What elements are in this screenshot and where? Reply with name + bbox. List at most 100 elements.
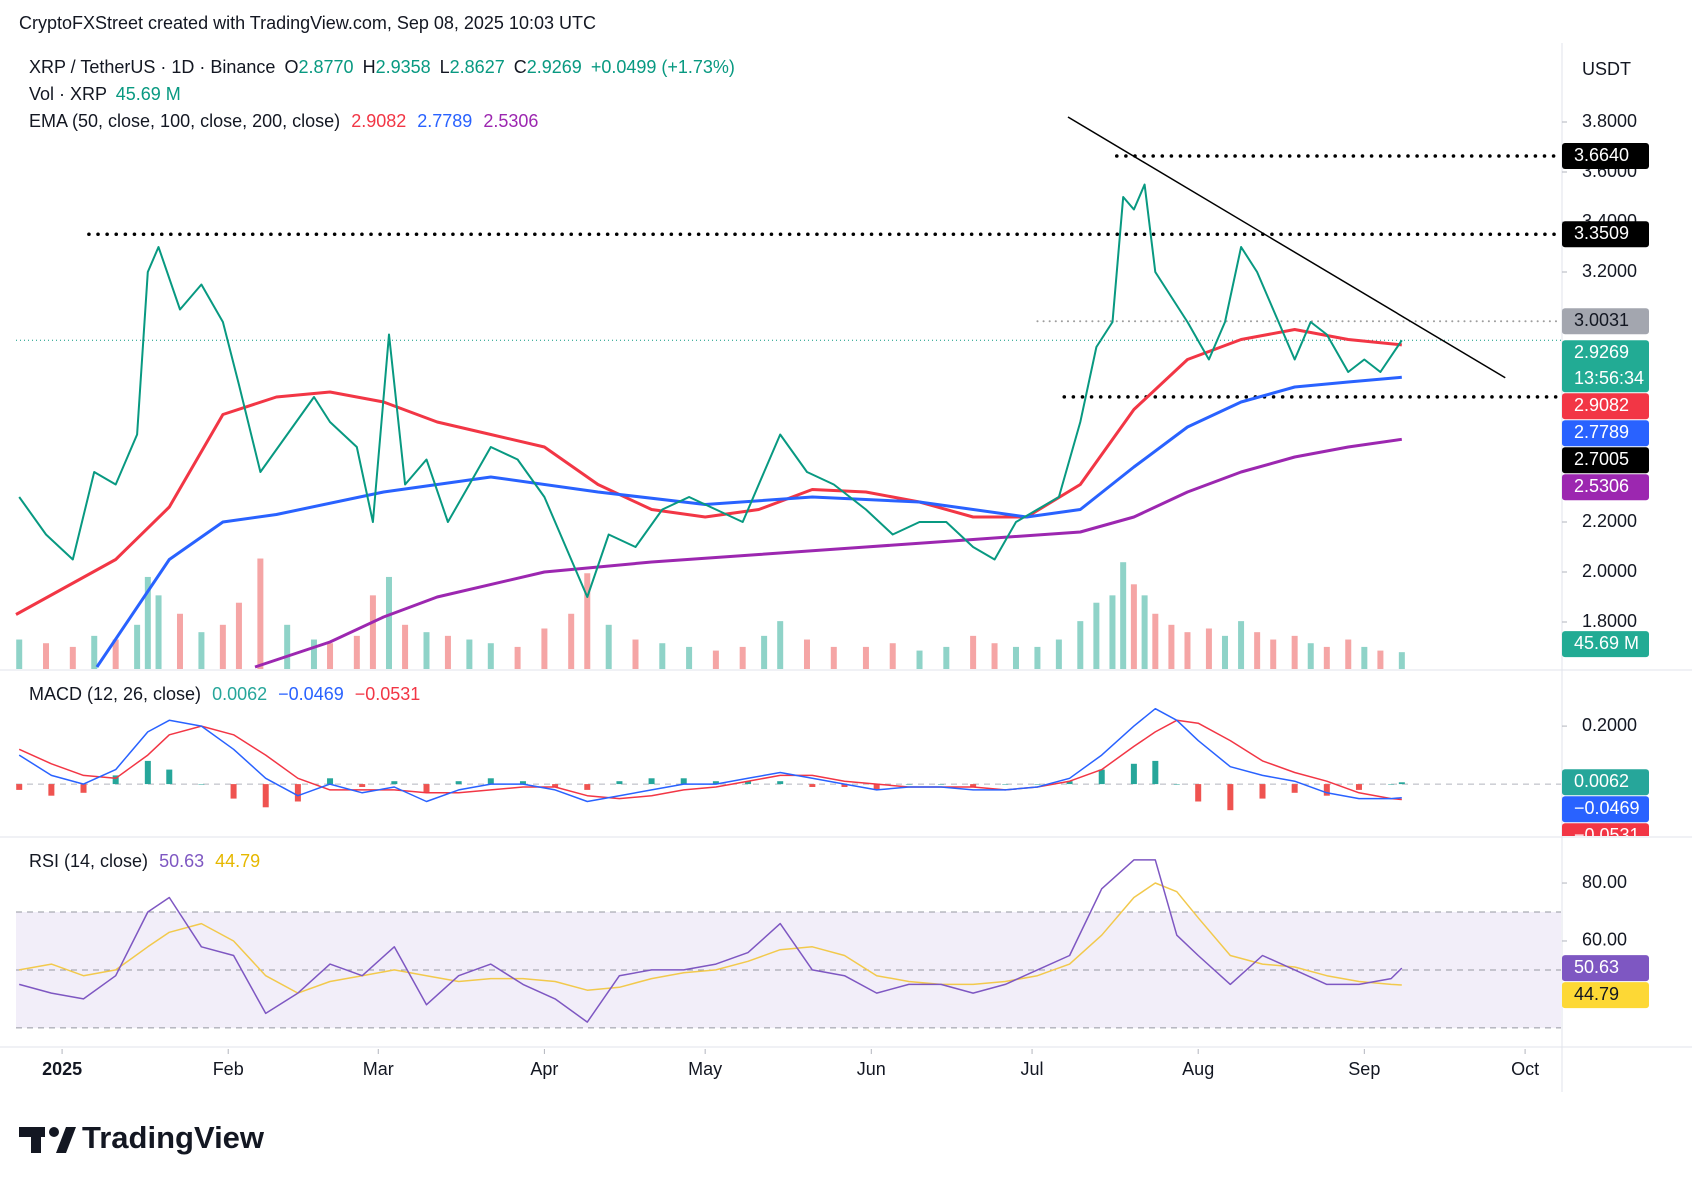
- volume-bar: [134, 624, 141, 669]
- volume-bar: [803, 639, 810, 669]
- x-tick-label: Mar: [363, 1059, 394, 1079]
- volume-bar: [739, 646, 746, 669]
- ema-value: 2.5306: [483, 111, 538, 131]
- volume-bar: [943, 646, 950, 669]
- volume-bar: [1221, 635, 1228, 669]
- macd-label: MACD (12, 26, close): [29, 684, 201, 704]
- logo-text: TradingView: [82, 1120, 265, 1155]
- x-tick-label: Sep: [1348, 1059, 1380, 1079]
- volume-bar: [91, 635, 98, 669]
- ema-legend: EMA (50, close, 100, close, 200, close) …: [29, 111, 538, 131]
- macd-value: −0.0531: [355, 684, 421, 704]
- volume-bar: [659, 643, 666, 669]
- volume-bar: [1109, 595, 1116, 669]
- volume-bar: [889, 643, 896, 669]
- volume-bar: [1034, 646, 1041, 669]
- price-line: [18, 183, 1403, 598]
- volume-bar: [1307, 643, 1314, 669]
- price-label: 0.0062: [1574, 771, 1629, 791]
- rsi-legend: RSI (14, close) 50.63 44.79: [29, 851, 260, 871]
- y-tick-label: 3.8000: [1582, 111, 1637, 131]
- x-tick-label: May: [688, 1059, 722, 1079]
- histogram-bar: [1195, 784, 1202, 802]
- histogram-bar: [873, 784, 880, 790]
- histogram-bar: [1323, 784, 1330, 796]
- volume-bar: [1270, 639, 1277, 669]
- price-label: 2.5306: [1574, 476, 1629, 496]
- volume-bar: [327, 643, 334, 669]
- histogram-bar: [166, 769, 173, 785]
- price-label-box: [1562, 796, 1649, 823]
- y-tick-label: 0.2000: [1582, 715, 1637, 735]
- histogram-bar: [48, 784, 55, 796]
- x-tick-label: Jul: [1021, 1059, 1044, 1079]
- price-label-box: [1562, 823, 1649, 836]
- volume-bar: [1055, 639, 1062, 669]
- price-label-box: [1562, 340, 1649, 393]
- price-label-box: [1562, 420, 1649, 447]
- histogram-bar: [519, 781, 526, 785]
- rsi-ma-line: [19, 882, 1402, 994]
- volume-label: Vol · XRP: [29, 84, 107, 104]
- volume-bar: [353, 635, 360, 669]
- volume-bar: [235, 602, 242, 669]
- histogram-bar: [294, 784, 301, 802]
- histogram-bar: [112, 775, 119, 785]
- logo-icon: [56, 1127, 76, 1153]
- histogram-bar: [262, 784, 269, 808]
- price-label-box: [1562, 393, 1649, 420]
- price-label: 2.9082: [1574, 395, 1629, 415]
- volume-bar: [991, 643, 998, 669]
- volume-bar: [423, 632, 430, 669]
- macd-value: 0.0062: [212, 684, 267, 704]
- volume-bar: [257, 558, 264, 669]
- ema-value: 2.7789: [417, 111, 472, 131]
- macd-value: −0.0469: [278, 684, 344, 704]
- price-label: 45.69 M: [1574, 633, 1639, 653]
- x-tick-label: Oct: [1511, 1059, 1539, 1079]
- histogram-bar: [616, 781, 623, 785]
- volume-bar: [686, 646, 693, 669]
- attribution: CryptoFXStreet created with TradingView.…: [19, 13, 596, 33]
- volume-bar: [514, 646, 521, 669]
- histogram-bar: [648, 778, 655, 785]
- ema-value: 2.9082: [351, 111, 406, 131]
- volume-bar: [1120, 562, 1127, 669]
- change: +0.0499 (+1.73%): [591, 57, 735, 77]
- x-tick-label: Aug: [1182, 1059, 1214, 1079]
- volume-bar: [369, 595, 376, 669]
- volume-bar: [1152, 613, 1159, 669]
- volume-bar: [385, 576, 392, 669]
- histogram-bar: [1152, 760, 1159, 785]
- price-label-box: [1562, 631, 1649, 658]
- volume-bar: [1205, 628, 1212, 669]
- ohlc-value: 2.9358: [376, 57, 431, 77]
- volume-bar: [970, 635, 977, 669]
- histogram-bar: [1388, 784, 1395, 785]
- rsi-label: RSI (14, close): [29, 851, 148, 871]
- x-tick-label: Jun: [857, 1059, 886, 1079]
- x-tick-label: 2025: [42, 1059, 82, 1079]
- volume-bar: [1345, 639, 1352, 669]
- price-label: −0.0469: [1574, 798, 1640, 818]
- price-label: 3.0031: [1574, 310, 1629, 330]
- price-label-box: [1562, 221, 1649, 248]
- volume-value: 45.69 M: [116, 84, 181, 104]
- ohlc-value: 2.9269: [527, 57, 582, 77]
- histogram-bar: [777, 781, 784, 785]
- ema-line: [15, 328, 1402, 616]
- volume-bar: [1184, 632, 1191, 669]
- price-label-box: [1562, 955, 1649, 982]
- histogram-bar: [1130, 763, 1137, 785]
- volume-bar: [198, 632, 205, 669]
- y-tick-label: 2.2000: [1582, 511, 1637, 531]
- volume-bar: [777, 621, 784, 669]
- price-label-box: [1562, 143, 1649, 169]
- histogram-bar: [552, 784, 559, 787]
- price-label-box: [1562, 982, 1649, 1009]
- volume-bar: [1323, 646, 1330, 669]
- price-label-box: [1562, 447, 1649, 474]
- histogram-bar: [1398, 782, 1405, 785]
- volume-bar: [1093, 602, 1100, 669]
